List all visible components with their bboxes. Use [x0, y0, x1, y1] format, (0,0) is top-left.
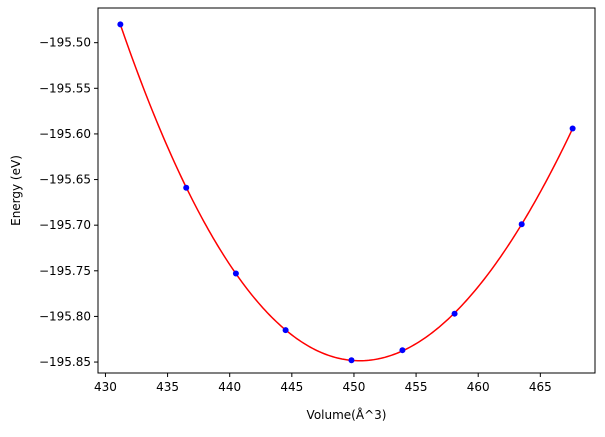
- x-tick-label: 455: [405, 380, 428, 394]
- y-tick-label: −195.70: [39, 218, 91, 232]
- data-point: [183, 184, 190, 191]
- x-tick-label: 445: [280, 380, 303, 394]
- data-point: [569, 125, 576, 132]
- data-point: [282, 327, 289, 334]
- x-tick-label: 435: [156, 380, 179, 394]
- data-point: [348, 357, 355, 364]
- y-tick-label: −195.75: [39, 264, 91, 278]
- data-points-layer: [117, 21, 576, 364]
- y-tick-label: −195.85: [39, 355, 91, 369]
- y-tick-label: −195.55: [39, 81, 91, 95]
- x-axis-label: Volume(Å^3): [307, 407, 387, 422]
- x-tick-label: 450: [343, 380, 366, 394]
- y-tick-label: −195.80: [39, 309, 91, 323]
- ticks-layer: 430 435 440 445 450 455 460 465 −195.50 −195.55 −1…: [39, 36, 552, 394]
- x-tick-label: 430: [94, 380, 117, 394]
- data-point: [232, 270, 239, 277]
- y-tick-label: −195.50: [39, 36, 91, 50]
- x-tick-label: 440: [218, 380, 241, 394]
- y-tick-label: −195.60: [39, 127, 91, 141]
- y-tick-label: −195.65: [39, 173, 91, 187]
- x-tick-label: 460: [467, 380, 490, 394]
- data-point: [518, 221, 525, 228]
- data-point: [117, 21, 124, 28]
- data-point: [451, 310, 458, 317]
- x-tick-label: 465: [529, 380, 552, 394]
- y-axis-label: Energy (eV): [9, 155, 23, 226]
- fit-curve-line: [119, 24, 574, 362]
- data-point: [399, 347, 406, 354]
- fit-curve-layer: [119, 24, 574, 362]
- axes-frame: [97, 7, 596, 374]
